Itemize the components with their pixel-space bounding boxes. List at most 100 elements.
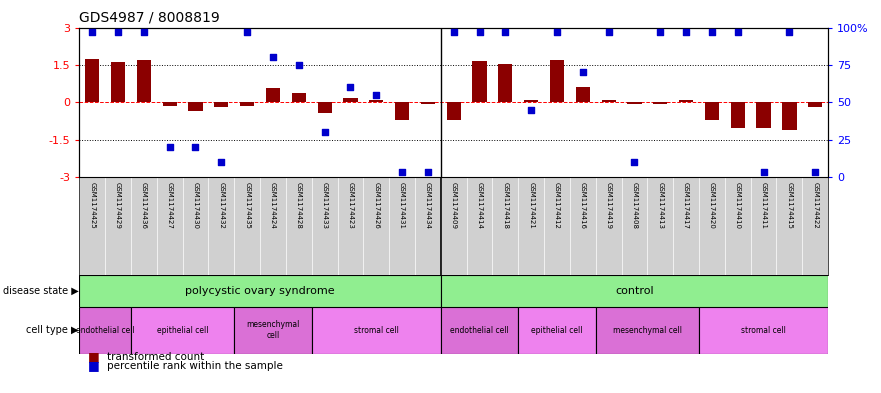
Text: GSM1174427: GSM1174427 bbox=[167, 182, 173, 229]
Point bbox=[317, 129, 331, 135]
Point bbox=[472, 29, 486, 35]
Bar bbox=[518, 307, 596, 354]
Point bbox=[782, 29, 796, 35]
Bar bbox=[79, 307, 131, 354]
Text: GSM1174416: GSM1174416 bbox=[580, 182, 586, 229]
Point bbox=[679, 29, 693, 35]
Bar bbox=[214, 102, 228, 107]
Bar bbox=[808, 102, 822, 107]
Bar bbox=[312, 307, 440, 354]
Bar bbox=[596, 307, 699, 354]
Text: GSM1174426: GSM1174426 bbox=[374, 182, 379, 229]
Text: GSM1174433: GSM1174433 bbox=[322, 182, 328, 229]
Bar bbox=[499, 64, 513, 102]
Text: epithelial cell: epithelial cell bbox=[157, 326, 208, 334]
Text: ■: ■ bbox=[88, 350, 100, 363]
Bar bbox=[757, 102, 771, 128]
Text: GSM1174414: GSM1174414 bbox=[477, 182, 483, 229]
Bar bbox=[395, 102, 409, 119]
Point bbox=[730, 29, 744, 35]
Text: stromal cell: stromal cell bbox=[354, 326, 399, 334]
Bar bbox=[369, 100, 383, 102]
Bar bbox=[699, 307, 828, 354]
Point bbox=[757, 169, 771, 176]
Text: polycystic ovary syndrome: polycystic ovary syndrome bbox=[185, 286, 335, 296]
Bar bbox=[524, 100, 538, 102]
Text: GSM1174424: GSM1174424 bbox=[270, 182, 276, 228]
Text: GSM1174409: GSM1174409 bbox=[451, 182, 456, 229]
Point bbox=[524, 107, 538, 113]
Text: ■: ■ bbox=[88, 360, 100, 373]
Text: GSM1174415: GSM1174415 bbox=[787, 182, 792, 229]
Text: transformed count: transformed count bbox=[107, 352, 204, 362]
Text: mesenchymal cell: mesenchymal cell bbox=[613, 326, 682, 334]
Bar bbox=[85, 59, 100, 102]
Bar bbox=[440, 275, 828, 307]
Text: mesenchymal
cell: mesenchymal cell bbox=[247, 320, 300, 340]
Bar bbox=[602, 100, 616, 102]
Bar bbox=[163, 102, 177, 106]
Text: GSM1174429: GSM1174429 bbox=[115, 182, 121, 229]
Text: GSM1174412: GSM1174412 bbox=[554, 182, 560, 229]
Text: GSM1174428: GSM1174428 bbox=[296, 182, 302, 229]
Bar bbox=[79, 275, 440, 307]
Bar bbox=[234, 307, 312, 354]
Bar bbox=[730, 102, 744, 128]
Point bbox=[550, 29, 564, 35]
Text: stromal cell: stromal cell bbox=[741, 326, 786, 334]
Bar bbox=[137, 60, 151, 102]
Point bbox=[395, 169, 409, 176]
Bar bbox=[344, 98, 358, 102]
Text: GSM1174418: GSM1174418 bbox=[502, 182, 508, 229]
Point bbox=[705, 29, 719, 35]
Bar bbox=[266, 88, 280, 102]
Text: GSM1174434: GSM1174434 bbox=[425, 182, 431, 229]
Bar bbox=[317, 102, 332, 113]
Bar bbox=[189, 102, 203, 111]
Bar bbox=[292, 94, 306, 102]
Bar bbox=[550, 60, 564, 102]
Bar bbox=[472, 61, 486, 102]
Bar bbox=[131, 307, 234, 354]
Bar bbox=[705, 102, 719, 119]
Point bbox=[369, 92, 383, 98]
Text: GSM1174408: GSM1174408 bbox=[632, 182, 638, 229]
Point bbox=[576, 69, 590, 75]
Bar bbox=[111, 62, 125, 102]
Bar bbox=[653, 102, 668, 104]
Point bbox=[653, 29, 667, 35]
Bar bbox=[627, 102, 641, 104]
Bar bbox=[679, 100, 693, 102]
Bar bbox=[421, 102, 435, 104]
Point bbox=[241, 29, 255, 35]
Bar bbox=[240, 102, 255, 106]
Text: GDS4987 / 8008819: GDS4987 / 8008819 bbox=[79, 11, 220, 25]
Bar bbox=[447, 102, 461, 119]
Point bbox=[292, 62, 306, 68]
Text: GSM1174411: GSM1174411 bbox=[760, 182, 766, 229]
Text: GSM1174435: GSM1174435 bbox=[244, 182, 250, 229]
Text: GSM1174436: GSM1174436 bbox=[141, 182, 147, 229]
Text: GSM1174410: GSM1174410 bbox=[735, 182, 741, 229]
Text: endothelial cell: endothelial cell bbox=[450, 326, 509, 334]
Point bbox=[627, 159, 641, 165]
Text: control: control bbox=[615, 286, 654, 296]
Point bbox=[111, 29, 125, 35]
Text: GSM1174413: GSM1174413 bbox=[657, 182, 663, 229]
Text: endothelial cell: endothelial cell bbox=[76, 326, 135, 334]
Text: GSM1174419: GSM1174419 bbox=[605, 182, 611, 229]
Text: GSM1174430: GSM1174430 bbox=[192, 182, 198, 229]
Text: cell type ▶: cell type ▶ bbox=[26, 325, 78, 335]
Point bbox=[85, 29, 100, 35]
Text: epithelial cell: epithelial cell bbox=[531, 326, 582, 334]
Point bbox=[602, 29, 616, 35]
Point bbox=[189, 144, 203, 150]
Text: GSM1174420: GSM1174420 bbox=[709, 182, 715, 229]
Text: GSM1174417: GSM1174417 bbox=[683, 182, 689, 229]
Point bbox=[499, 29, 513, 35]
Bar bbox=[440, 307, 518, 354]
Text: percentile rank within the sample: percentile rank within the sample bbox=[107, 362, 284, 371]
Text: GSM1174431: GSM1174431 bbox=[399, 182, 405, 229]
Point bbox=[163, 144, 177, 150]
Point bbox=[266, 54, 280, 61]
